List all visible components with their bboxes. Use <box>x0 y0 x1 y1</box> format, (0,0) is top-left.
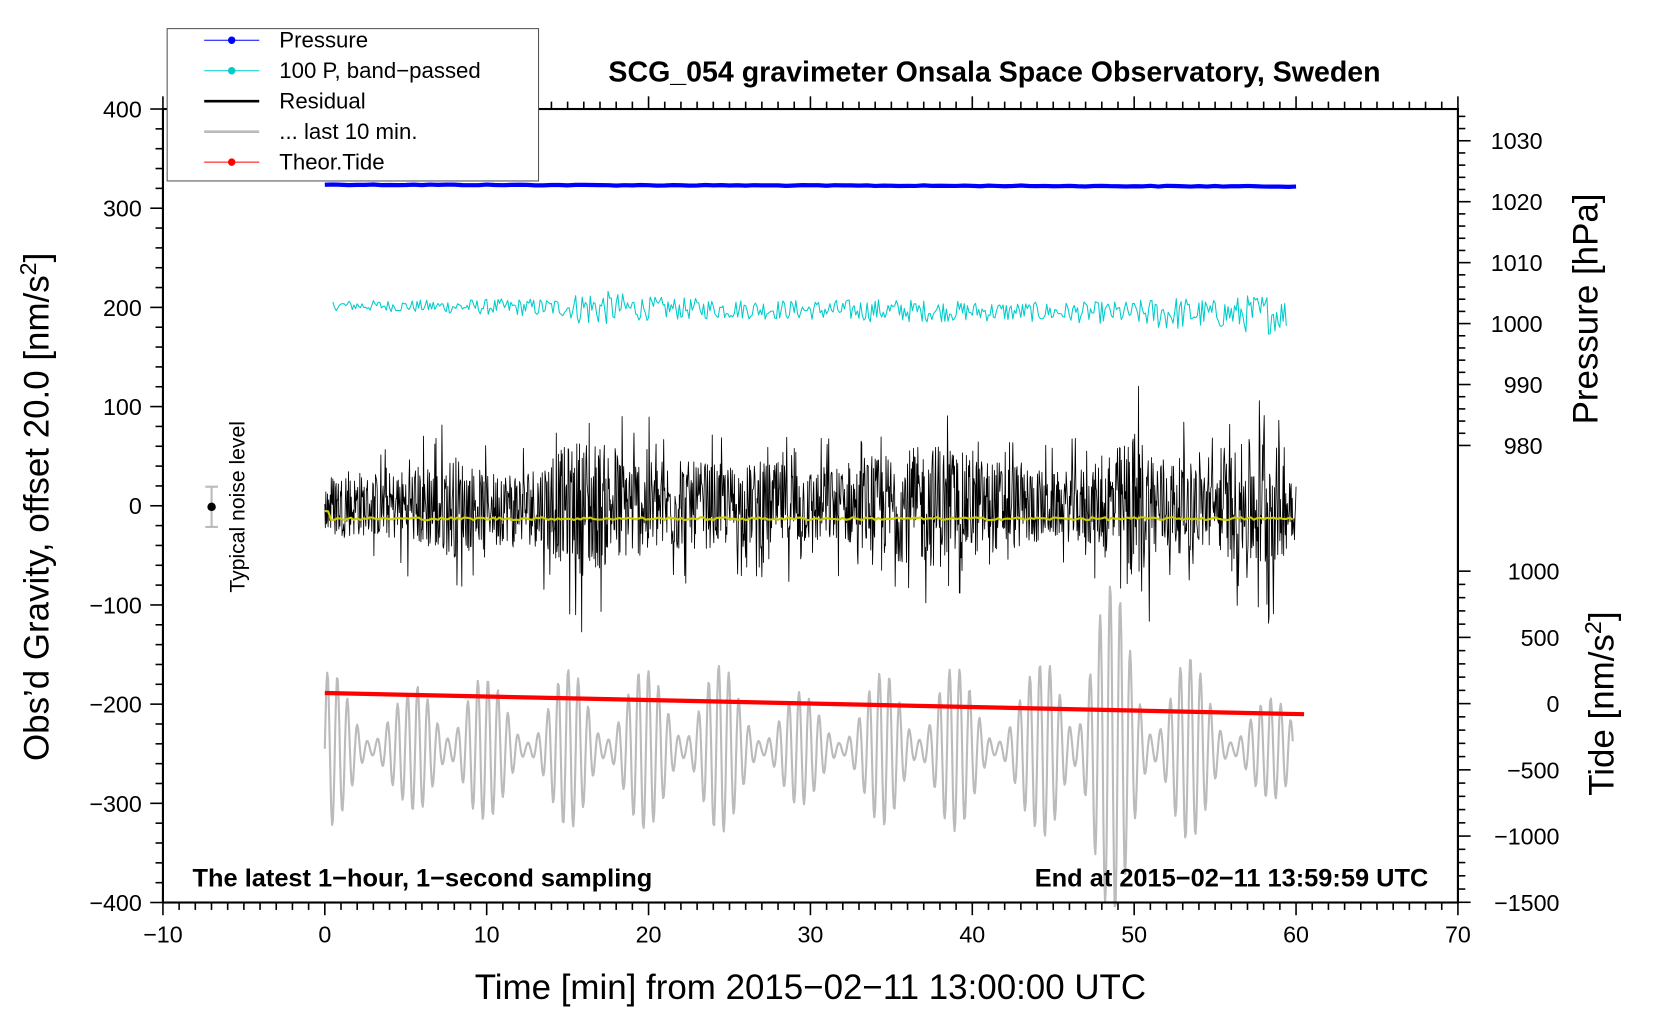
legend-marker <box>227 158 236 166</box>
y-tick-label-pressure: 990 <box>1504 372 1543 398</box>
legend-box <box>166 28 540 182</box>
y-tick-label-tide: 1000 <box>1508 559 1560 585</box>
y-axis-label-tide: Tide [nm/s2] <box>1580 611 1622 795</box>
legend-label: Pressure <box>279 28 368 53</box>
y-tick-label-pressure: 1010 <box>1491 250 1543 276</box>
y-tick-label-pressure: 980 <box>1504 433 1543 459</box>
series-pressure <box>324 182 1297 190</box>
legend-label: Theor.Tide <box>279 150 384 175</box>
y-tick-label-tide: −1500 <box>1494 890 1559 916</box>
noise-level-indicator: Typical noise level <box>205 421 249 593</box>
x-axis-label: Time [min] from 2015−02−11 13:00:00 UTC <box>475 968 1146 1007</box>
x-tick-label: 0 <box>318 922 331 948</box>
plot-frame <box>161 107 1459 904</box>
annotation-sampling: The latest 1−hour, 1−second sampling <box>193 865 653 893</box>
series-last-10-min <box>323 585 1294 908</box>
axis-ticks: −10 0 10 20 30 40 50 60 704003002001000−100−200−… <box>89 96 1560 948</box>
series-residual <box>324 385 1297 633</box>
y-tick-label-left: −300 <box>89 791 141 817</box>
legend-label: Residual <box>279 89 365 114</box>
y-tick-label-left: −200 <box>89 692 141 718</box>
legend: Pressure 100 P, band−passed Residual ... la… <box>166 28 540 182</box>
x-tick-label: −10 <box>143 922 183 948</box>
series-theoretical-tide <box>324 690 1305 717</box>
series-layer <box>323 182 1305 908</box>
y-tick-label-left: 0 <box>129 493 142 519</box>
y-axis-label-pressure: Pressure [hPa] <box>1567 194 1606 425</box>
x-tick-label: 40 <box>959 922 985 948</box>
x-tick-label: 60 <box>1283 922 1309 948</box>
x-tick-label: 20 <box>636 922 662 948</box>
y-tick-label-left: −100 <box>89 592 141 618</box>
y-axis-label-left: Obs’d Gravity, offset 20.0 [nm/s2] <box>15 253 57 761</box>
y-tick-label-left: 200 <box>103 295 142 321</box>
legend-marker <box>227 67 236 75</box>
noise-label: Typical noise level <box>226 421 249 593</box>
x-tick-label: 70 <box>1445 922 1471 948</box>
chart-title: SCG_054 gravimeter Onsala Space Observat… <box>608 57 1380 89</box>
series-smoothed-residual <box>324 509 1294 522</box>
y-tick-label-pressure: 1030 <box>1491 128 1543 154</box>
x-tick-label: 50 <box>1121 922 1147 948</box>
y-tick-label-tide: −1000 <box>1494 824 1559 850</box>
y-tick-label-pressure: 1000 <box>1491 311 1543 337</box>
noise-point <box>207 502 216 512</box>
legend-label: ... last 10 min. <box>279 119 417 144</box>
annotation-end-time: End at 2015−02−11 13:59:59 UTC <box>1035 865 1429 893</box>
y-tick-label-tide: −500 <box>1507 757 1559 783</box>
y-tick-label-pressure: 1020 <box>1491 189 1543 215</box>
y-tick-label-tide: 0 <box>1547 691 1560 717</box>
legend-label: 100 P, band−passed <box>279 58 480 83</box>
legend-marker <box>227 36 236 44</box>
y-tick-label-tide: 500 <box>1521 625 1560 651</box>
y-tick-label-left: 400 <box>103 96 142 122</box>
x-tick-label: 10 <box>474 922 500 948</box>
y-tick-label-left: 300 <box>103 196 142 222</box>
x-tick-label: 30 <box>797 922 823 948</box>
series-band-passed-pressure <box>332 290 1287 335</box>
y-tick-label-left: 100 <box>103 394 142 420</box>
y-tick-label-left: −400 <box>89 890 141 916</box>
